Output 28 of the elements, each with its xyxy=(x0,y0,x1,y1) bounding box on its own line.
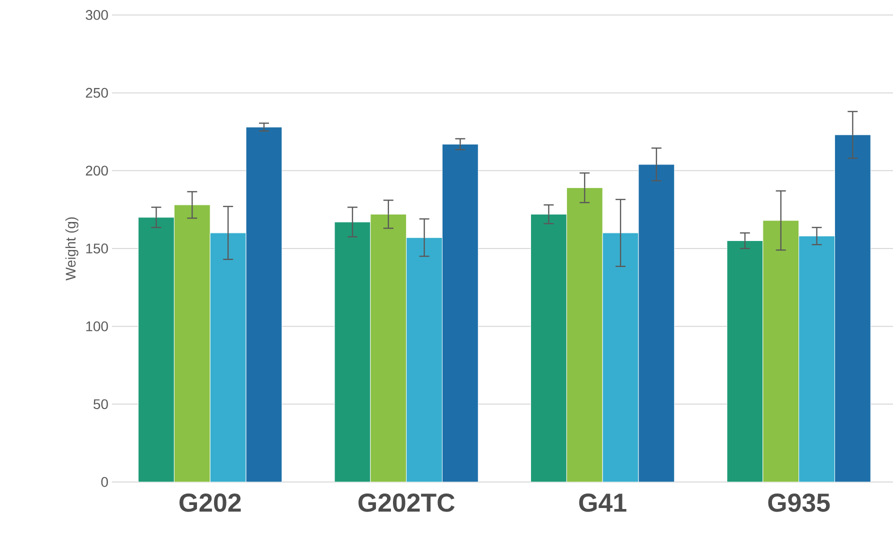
bar xyxy=(834,134,871,482)
y-tick-label: 200 xyxy=(86,166,108,176)
bar xyxy=(762,220,800,482)
bar xyxy=(406,238,442,482)
y-tick-label: 50 xyxy=(94,399,108,410)
y-tick-label: 250 xyxy=(86,88,108,98)
bar xyxy=(602,232,638,482)
x-tick-label: G202TC xyxy=(358,494,455,512)
y-axis-title: Weight (g) xyxy=(65,217,78,280)
bar xyxy=(138,217,174,482)
bar xyxy=(334,222,370,482)
y-tick-label: 0 xyxy=(101,477,108,487)
bar xyxy=(726,240,764,482)
bar xyxy=(246,127,282,482)
y-tick-label: 300 xyxy=(86,10,108,20)
y-tick-label: 150 xyxy=(86,244,108,254)
bar xyxy=(442,144,478,482)
bar xyxy=(174,204,210,482)
y-tick-label: 100 xyxy=(86,321,108,332)
x-tick-label: G935 xyxy=(768,494,830,512)
x-tick-label: G41 xyxy=(579,494,626,512)
bar xyxy=(566,188,603,482)
bar xyxy=(638,164,674,482)
x-tick-label: G202 xyxy=(179,494,241,512)
bar xyxy=(210,232,246,482)
bar xyxy=(370,214,406,482)
bar xyxy=(530,214,567,482)
bar xyxy=(798,236,835,482)
